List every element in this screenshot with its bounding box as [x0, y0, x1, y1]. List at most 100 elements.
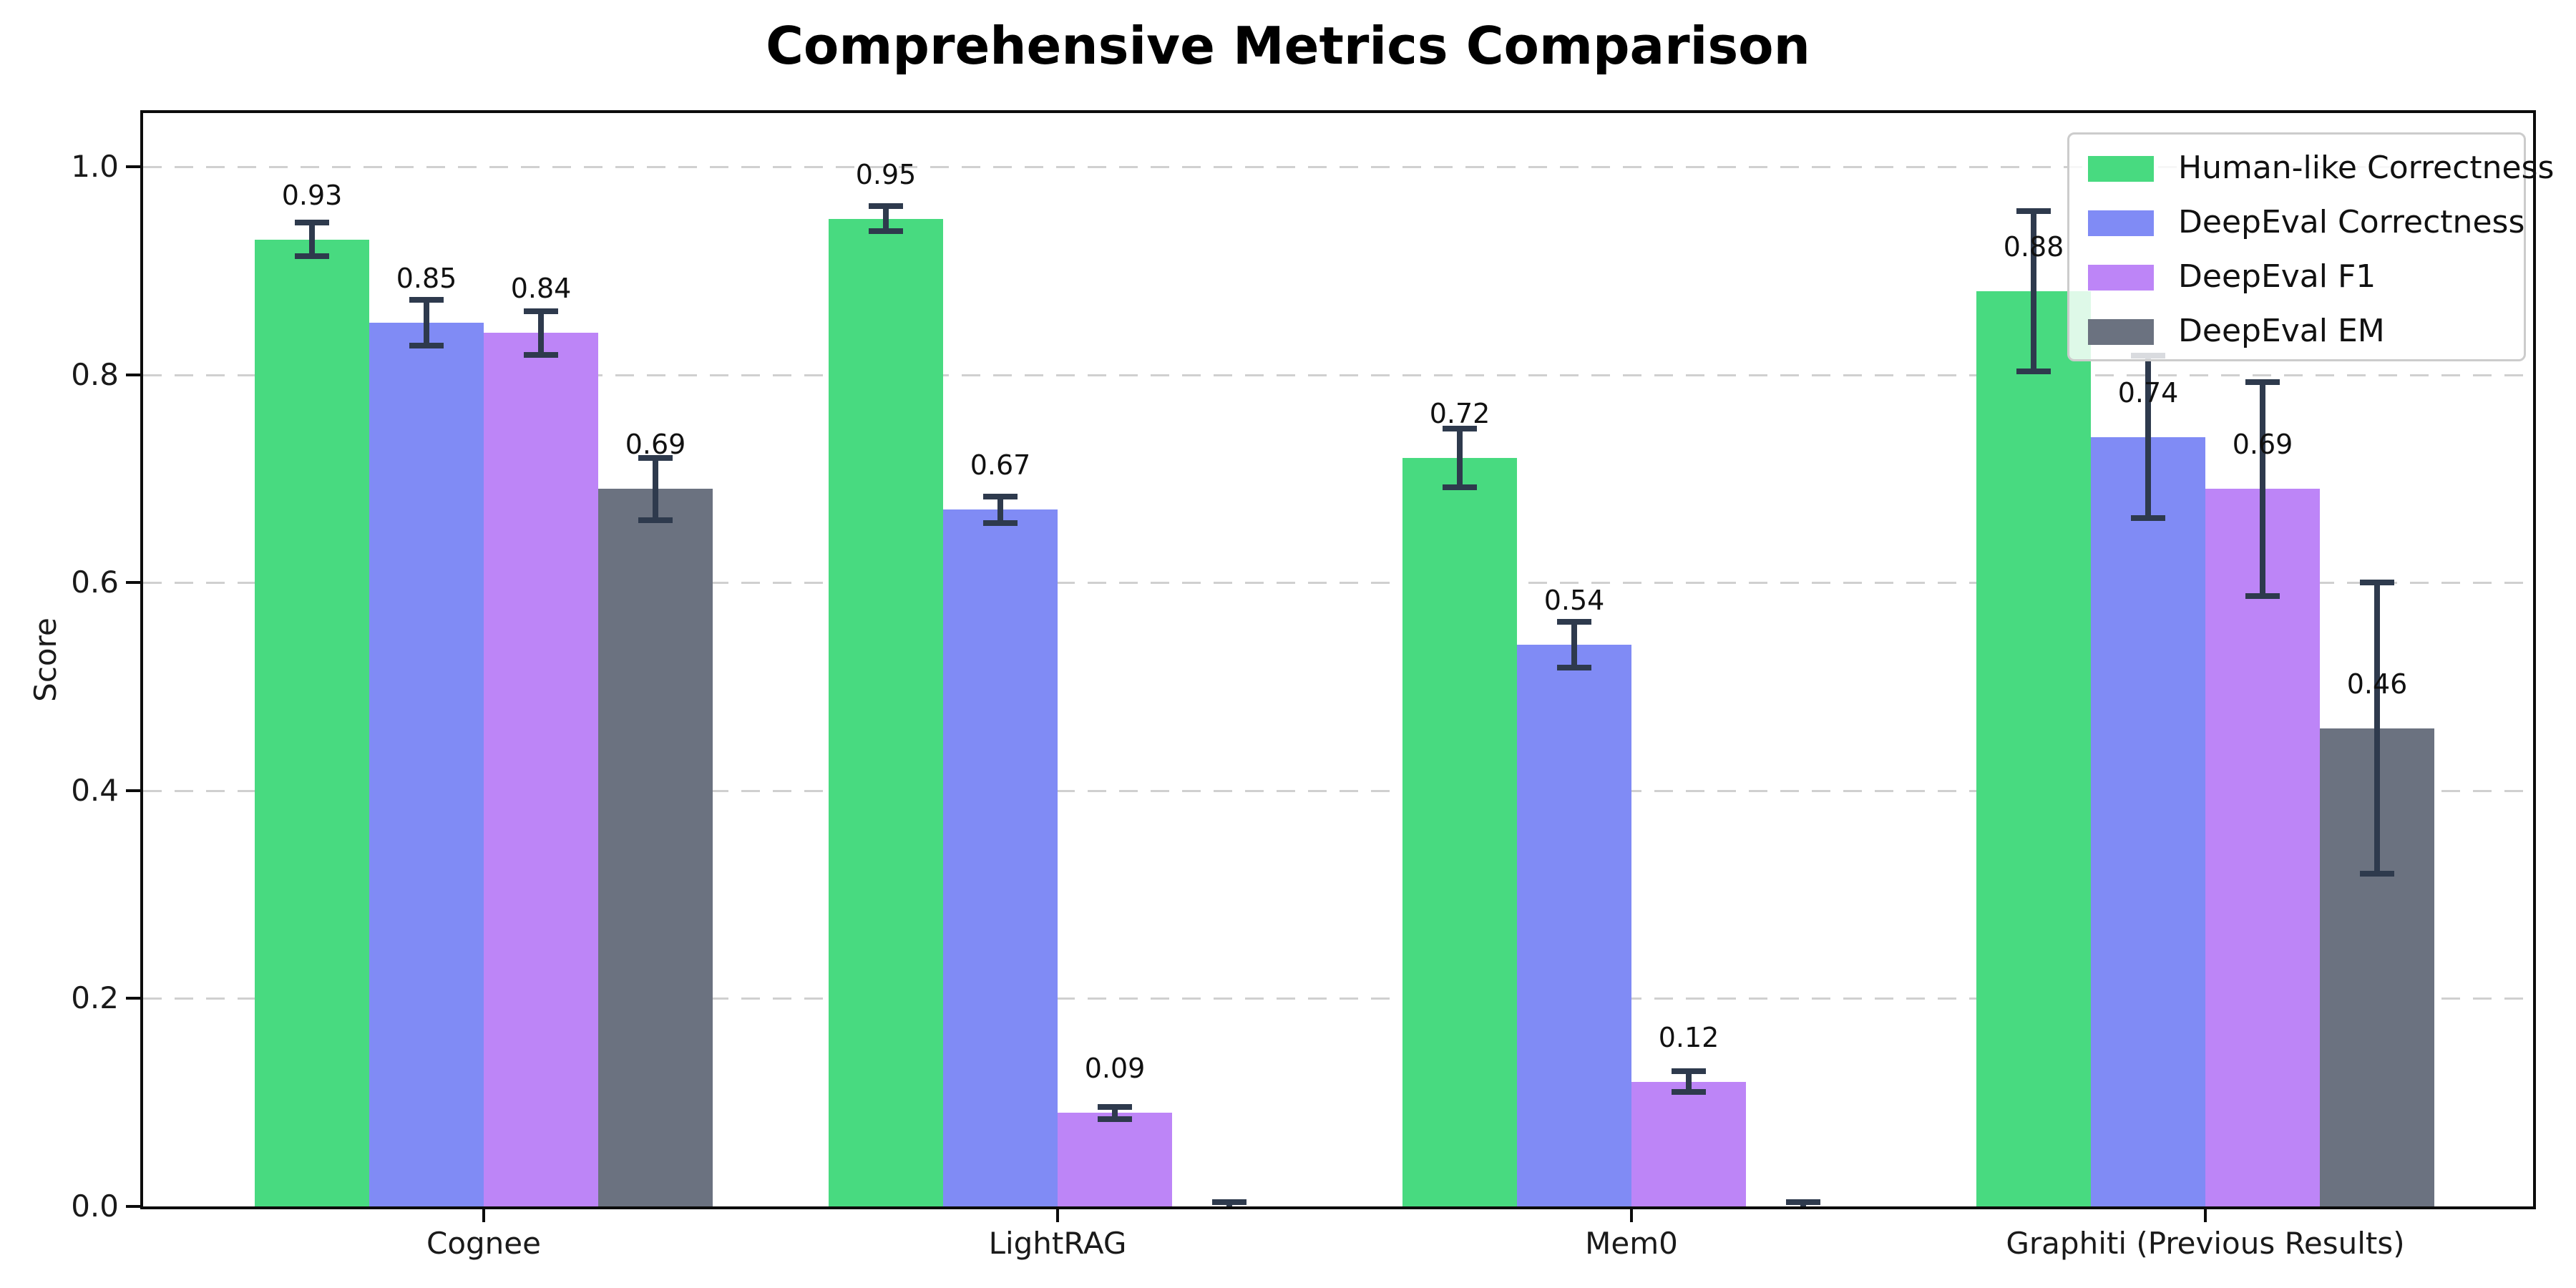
error-bar-cap [524, 351, 558, 358]
error-bar-cap [1672, 1068, 1706, 1075]
error-bar [1457, 429, 1463, 487]
gridline [143, 166, 2533, 168]
error-bar-cap [295, 253, 329, 259]
gridline [143, 997, 2533, 1000]
bar-deepeval-f1 [484, 333, 598, 1206]
error-bar [309, 223, 315, 256]
error-bar-cap [869, 228, 903, 235]
error-bar-cap [869, 203, 903, 210]
error-bar-cap [1672, 1089, 1706, 1096]
bar-value-label: 0.46 [2346, 668, 2408, 700]
error-bar [424, 299, 429, 346]
error-bar [2374, 582, 2380, 874]
error-bar-cap [2016, 208, 2051, 215]
bar-deepeval-f1 [1631, 1081, 1746, 1206]
bar-human-like-correctness [829, 218, 943, 1206]
legend-swatch-human-like-correctness [2088, 156, 2154, 182]
error-bar-cap [1557, 619, 1591, 625]
x-tick-mark [1056, 1209, 1059, 1222]
error-bar [2145, 356, 2151, 519]
bar-value-label: 0.93 [281, 179, 343, 211]
error-bar-cap [1786, 1199, 1820, 1206]
y-tick-label: 0.8 [71, 356, 119, 392]
bar-deepeval-em [598, 489, 713, 1206]
legend-item: DeepEval Correctness [2069, 195, 2524, 250]
bar-value-label: 0.69 [2232, 429, 2293, 461]
legend-swatch-deepeval-em [2088, 319, 2154, 345]
error-bar [538, 311, 544, 355]
bar-value-label: 0.84 [510, 273, 572, 305]
bar-value-label: 0.69 [625, 429, 686, 461]
y-tick-label: 0.0 [71, 1189, 119, 1224]
legend: Human-like Correctness DeepEval Correctn… [2067, 132, 2555, 361]
error-bar-cap [2016, 369, 2051, 375]
legend-item: DeepEval F1 [2069, 249, 2524, 305]
legend-item: DeepEval EM [2069, 303, 2524, 359]
bar-deepeval-correctness [943, 509, 1058, 1206]
error-bar-cap [983, 493, 1018, 499]
error-bar-cap [983, 520, 1018, 527]
error-bar [997, 496, 1003, 524]
error-bar-cap [2360, 871, 2394, 877]
error-bar-cap [2245, 379, 2280, 385]
legend-label: DeepEval F1 [2178, 258, 2376, 295]
x-tick-label: Cognee [426, 1226, 541, 1261]
y-tick-label: 1.0 [71, 149, 119, 184]
x-tick-label: LightRAG [988, 1226, 1127, 1261]
error-bar [1112, 1106, 1118, 1119]
error-bar-cap [1557, 665, 1591, 671]
bar-deepeval-correctness [1517, 645, 1631, 1206]
bar-value-label: 0.09 [1084, 1053, 1146, 1085]
bar-deepeval-f1 [1058, 1113, 1172, 1206]
gridline [143, 789, 2533, 792]
bar-human-like-correctness [255, 239, 369, 1206]
bar-value-label: 0.95 [855, 158, 917, 190]
error-bar-cap [638, 454, 673, 461]
y-tick-label: 0.6 [71, 565, 119, 600]
error-bar-cap [1443, 426, 1477, 432]
x-tick-mark [1630, 1209, 1633, 1222]
y-tick-mark [126, 1205, 143, 1208]
plot-area: 0.93 0.95 0.72 0.88 0.85 0.67 0.54 0.74 0.84 0.09… [143, 113, 2533, 1206]
legend-label: Human-like Correctness [2178, 150, 2555, 186]
error-bar-cap [1443, 484, 1477, 490]
x-tick-label: Mem0 [1585, 1226, 1678, 1261]
error-bar [1686, 1071, 1692, 1093]
x-tick-mark [2204, 1209, 2207, 1222]
x-tick-mark [482, 1209, 485, 1222]
error-bar-cap [1098, 1103, 1132, 1110]
bar-value-label: 0.74 [2117, 376, 2179, 409]
bar-value-label: 0.72 [1429, 397, 1491, 429]
error-bar [2031, 211, 2036, 372]
bar-human-like-correctness [1976, 291, 2091, 1206]
error-bar-cap [1212, 1199, 1246, 1206]
y-tick-label: 0.2 [71, 980, 119, 1016]
y-tick-mark [126, 997, 143, 1000]
legend-label: DeepEval EM [2178, 313, 2385, 349]
bar-deepeval-correctness [2091, 436, 2205, 1206]
error-bar-cap [2360, 580, 2394, 586]
gridline [143, 374, 2533, 376]
error-bar-cap [2131, 515, 2165, 522]
bar-value-label: 0.88 [2003, 231, 2064, 263]
error-bar-cap [638, 517, 673, 524]
chart-title: Comprehensive Metrics Comparison [766, 16, 1810, 76]
y-tick-label: 0.4 [71, 772, 119, 808]
error-bar-cap [295, 220, 329, 226]
error-bar [883, 206, 889, 232]
y-axis-label: Score [28, 618, 63, 702]
error-bar [2260, 381, 2265, 597]
y-tick-mark [126, 165, 143, 168]
bar-deepeval-correctness [369, 322, 484, 1206]
error-bar-cap [409, 296, 444, 303]
bar-human-like-correctness [1402, 457, 1517, 1206]
error-bar [653, 457, 658, 520]
error-bar-cap [2245, 593, 2280, 600]
bar-value-label: 0.12 [1658, 1021, 1719, 1053]
gridline [143, 582, 2533, 585]
y-tick-mark [126, 789, 143, 792]
y-tick-mark [126, 581, 143, 585]
error-bar-cap [409, 342, 444, 348]
bar-value-label: 0.67 [970, 449, 1031, 482]
